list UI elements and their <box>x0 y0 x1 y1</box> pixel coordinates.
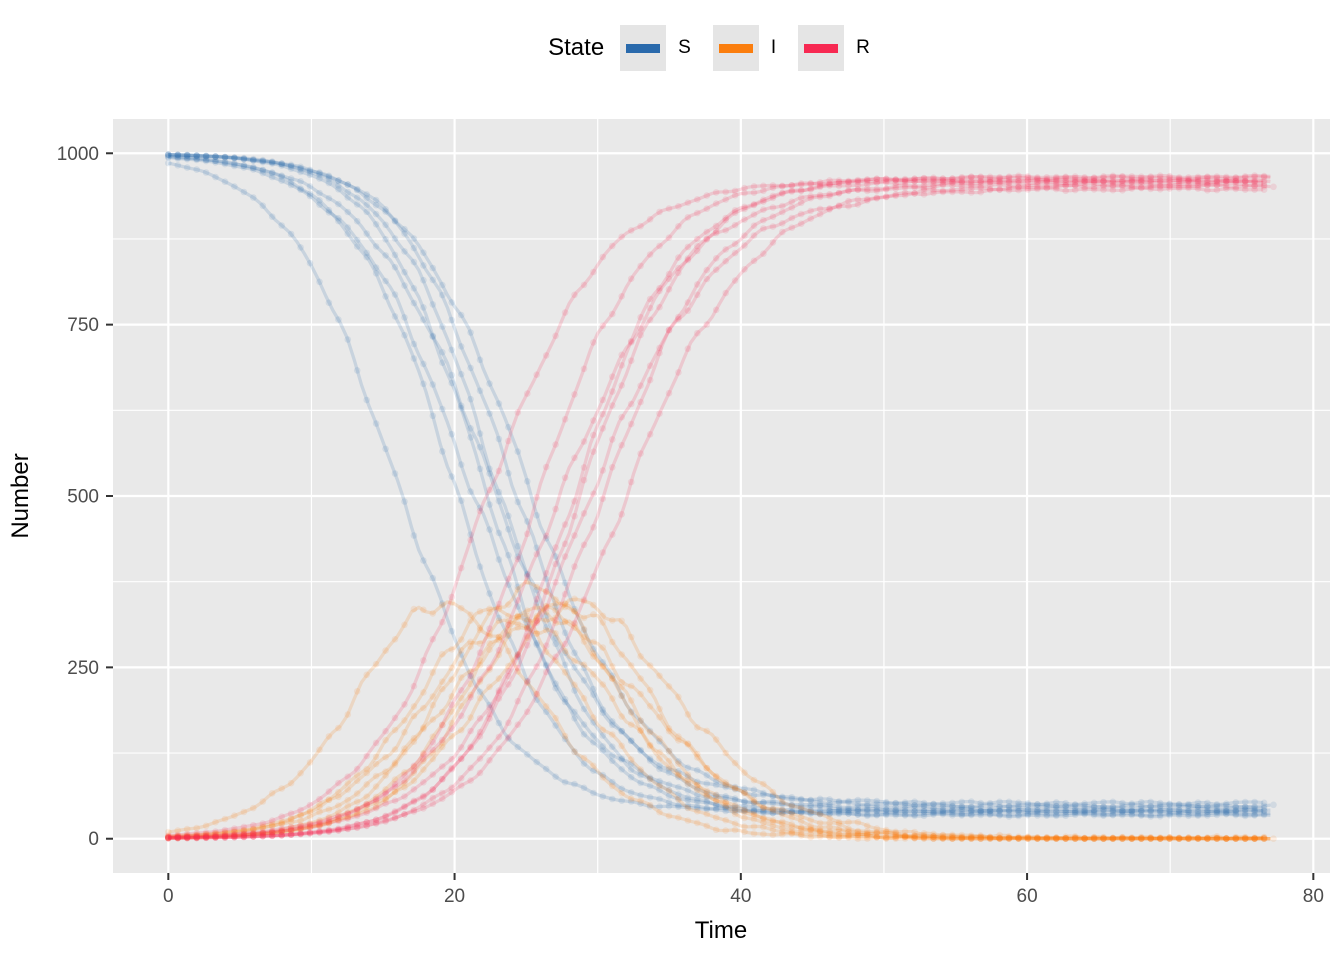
points-R-run1 <box>165 176 1258 839</box>
points-I-run3 <box>165 617 1268 842</box>
x-tick-label: 0 <box>163 886 174 907</box>
points-S-run6 <box>165 151 1268 820</box>
line-S-run2 <box>168 154 1271 817</box>
y-tick-label: 1000 <box>57 144 99 165</box>
points-S-run4 <box>165 151 1268 816</box>
points-I-run4 <box>165 578 1268 842</box>
points-I-run2 <box>165 605 1268 842</box>
line-I-run3 <box>168 618 1264 841</box>
points-I-run5 <box>165 603 1268 842</box>
line-I-run1 <box>168 600 1264 841</box>
line-R-run5 <box>168 186 1264 839</box>
line-S-run8 <box>168 153 1271 809</box>
points-R-run3 <box>165 180 1268 841</box>
line-S-run4 <box>168 153 1271 815</box>
line-I-run4 <box>168 579 1271 841</box>
points-I-run6 <box>165 603 1268 842</box>
line-S-run1 <box>167 161 1264 815</box>
line-S-run3 <box>168 155 1264 811</box>
line-R-run2 <box>168 175 1271 840</box>
points-R-run5 <box>165 184 1268 841</box>
line-I-run8 <box>168 597 1271 841</box>
y-tick-label: 500 <box>67 487 99 508</box>
x-axis-title: Time <box>695 917 747 944</box>
points-I-run8 <box>165 595 1277 842</box>
points-S-run5 <box>165 153 1268 808</box>
y-axis-title: Number <box>7 453 34 538</box>
gridlines <box>113 119 1330 873</box>
line-R-run1 <box>168 178 1264 838</box>
line-R-run8 <box>168 182 1271 840</box>
y-tick-label: 0 <box>88 829 99 850</box>
line-R-run3 <box>168 181 1264 839</box>
points-R-run6 <box>165 172 1268 842</box>
points-S-run2 <box>165 152 1268 819</box>
x-tick-label: 40 <box>730 886 751 907</box>
line-S-run7 <box>168 152 1264 814</box>
points-I-run1 <box>165 599 1258 842</box>
line-S-run6 <box>168 152 1271 819</box>
y-tick-label: 250 <box>67 658 99 679</box>
axis-ticks: 0 20 40 60 80 0 250 500 750 1000 <box>57 144 1324 907</box>
line-I-run5 <box>168 604 1264 841</box>
line-S-run5 <box>168 155 1264 807</box>
points-R-run4 <box>165 176 1268 842</box>
x-tick-label: 60 <box>1017 886 1038 907</box>
y-tick-label: 750 <box>67 315 99 336</box>
line-R-run6 <box>168 173 1271 840</box>
x-tick-label: 80 <box>1303 886 1324 907</box>
line-R-run7 <box>168 179 1264 840</box>
points-S-run3 <box>165 154 1268 812</box>
points-R-run7 <box>165 177 1268 842</box>
line-R-run4 <box>168 177 1271 840</box>
line-I-run2 <box>168 606 1271 841</box>
points-S-run7 <box>165 151 1268 815</box>
line-I-run6 <box>168 605 1271 841</box>
line-I-run7 <box>168 601 1264 841</box>
points-S-run8 <box>165 151 1277 811</box>
points-S-run1 <box>165 159 1258 816</box>
points-R-run2 <box>165 173 1268 841</box>
points-I-run7 <box>165 600 1268 842</box>
points-R-run8 <box>165 181 1277 842</box>
series-lines <box>165 151 1277 842</box>
x-tick-label: 20 <box>444 886 465 907</box>
